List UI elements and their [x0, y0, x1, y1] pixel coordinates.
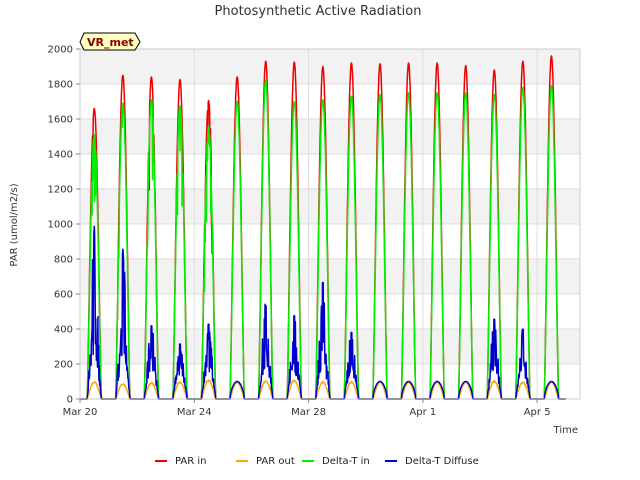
plot-band [80, 49, 580, 84]
y-tick-label: 1000 [48, 220, 73, 231]
plot-band [80, 189, 580, 224]
site-badge-shape [79, 32, 141, 51]
x-tick-label: Apr 1 [409, 407, 436, 418]
y-tick-label: 1400 [48, 150, 73, 161]
axes: 0 200 400 600 800 1000 1200 1400 1600 1800 2000 Mar… [48, 45, 581, 418]
y-tick-label: 200 [54, 360, 73, 371]
y-tick-label: 2000 [48, 45, 73, 56]
site-badge-label: VR_met [87, 36, 134, 49]
x-tick-label: Mar 24 [177, 407, 212, 418]
y-tick-label: 0 [67, 395, 73, 406]
site-badge: VR_met [79, 32, 141, 51]
y-tick-label: 1600 [48, 115, 73, 126]
plot-band [80, 119, 580, 154]
x-tick-label: Apr 5 [524, 407, 551, 418]
y-tick-label: 400 [54, 325, 73, 336]
y-tick-label: 1200 [48, 185, 73, 196]
series-line-delta-t-diffuse [80, 225, 566, 400]
x-axis-label: Time [553, 425, 578, 436]
series-line-delta-t-in [80, 79, 566, 400]
legend-entry: Delta-T in [322, 456, 370, 467]
legend-entry: PAR in [175, 456, 206, 467]
y-tick-label: 800 [54, 255, 73, 266]
series-group [80, 55, 566, 400]
x-tick-label: Mar 28 [291, 407, 326, 418]
legend-entry: PAR out [256, 456, 295, 467]
y-tick-label: 600 [54, 290, 73, 301]
legend: PAR in PAR out Delta-T in Delta-T Diffuse [155, 456, 479, 467]
series-line-par-out [80, 379, 566, 400]
legend-entry: Delta-T Diffuse [405, 456, 479, 467]
y-tick-label: 1800 [48, 80, 73, 91]
x-tick-label: Mar 20 [63, 407, 98, 418]
y-axis-label: PAR (umol/m2/s) [9, 183, 20, 266]
chart-title: Photosynthetic Active Radiation [215, 4, 422, 19]
plot-band [80, 259, 580, 294]
